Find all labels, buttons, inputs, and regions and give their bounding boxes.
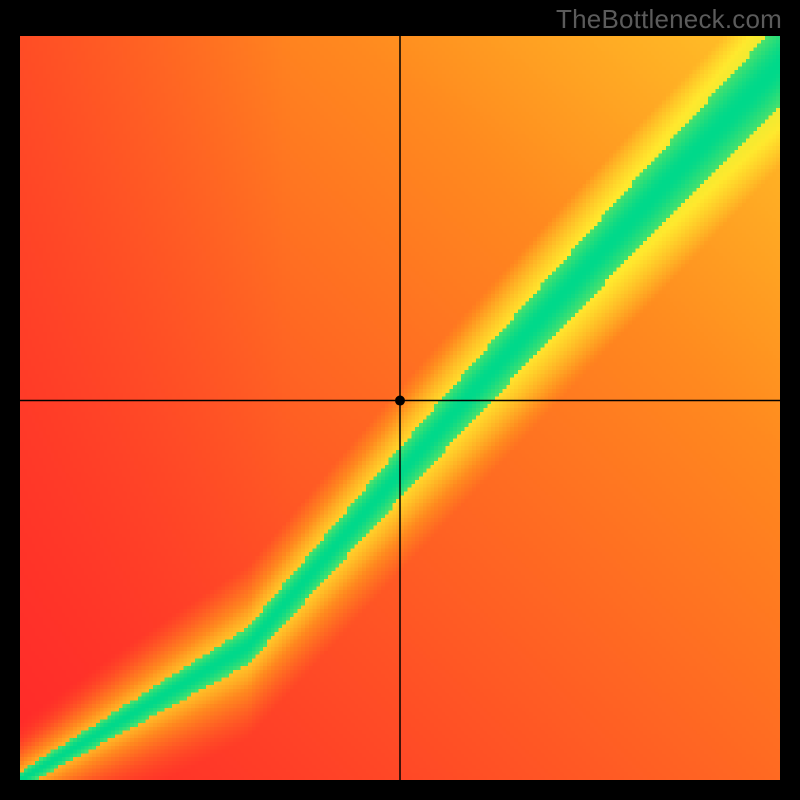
watermark-text: TheBottleneck.com bbox=[556, 4, 782, 35]
chart-container: TheBottleneck.com bbox=[0, 0, 800, 800]
bottleneck-heatmap bbox=[20, 36, 780, 780]
